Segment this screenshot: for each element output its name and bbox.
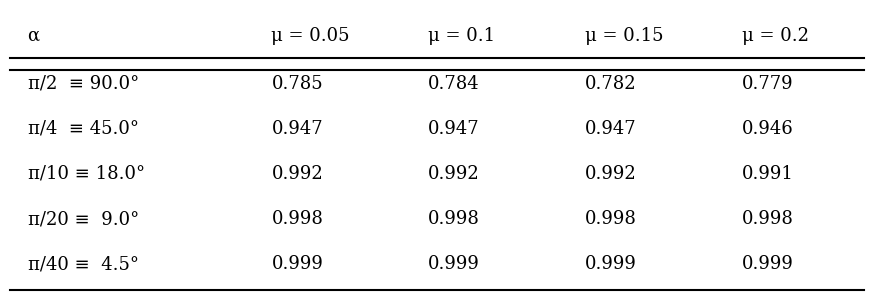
Text: 0.998: 0.998 (742, 210, 794, 228)
Text: 0.999: 0.999 (742, 255, 794, 273)
Text: α: α (27, 27, 39, 45)
Text: 0.999: 0.999 (428, 255, 480, 273)
Text: 0.998: 0.998 (585, 210, 637, 228)
Text: 0.992: 0.992 (428, 165, 480, 183)
Text: 0.947: 0.947 (428, 120, 480, 138)
Text: 0.992: 0.992 (585, 165, 637, 183)
Text: μ = 0.1: μ = 0.1 (428, 27, 496, 45)
Text: π/2  ≡ 90.0°: π/2 ≡ 90.0° (27, 75, 139, 93)
Text: μ = 0.15: μ = 0.15 (585, 27, 663, 45)
Text: 0.998: 0.998 (428, 210, 480, 228)
Text: μ = 0.05: μ = 0.05 (272, 27, 350, 45)
Text: 0.999: 0.999 (585, 255, 637, 273)
Text: π/10 ≡ 18.0°: π/10 ≡ 18.0° (27, 165, 145, 183)
Text: π/40 ≡  4.5°: π/40 ≡ 4.5° (27, 255, 138, 273)
Text: π/20 ≡  9.0°: π/20 ≡ 9.0° (27, 210, 139, 228)
Text: 0.779: 0.779 (742, 75, 794, 93)
Text: 0.946: 0.946 (742, 120, 794, 138)
Text: 0.785: 0.785 (272, 75, 323, 93)
Text: 0.992: 0.992 (272, 165, 323, 183)
Text: 0.784: 0.784 (428, 75, 480, 93)
Text: 0.991: 0.991 (742, 165, 794, 183)
Text: π/4  ≡ 45.0°: π/4 ≡ 45.0° (27, 120, 138, 138)
Text: 0.998: 0.998 (272, 210, 323, 228)
Text: 0.947: 0.947 (272, 120, 323, 138)
Text: μ = 0.2: μ = 0.2 (742, 27, 809, 45)
Text: 0.999: 0.999 (272, 255, 323, 273)
Text: 0.782: 0.782 (585, 75, 637, 93)
Text: 0.947: 0.947 (585, 120, 637, 138)
